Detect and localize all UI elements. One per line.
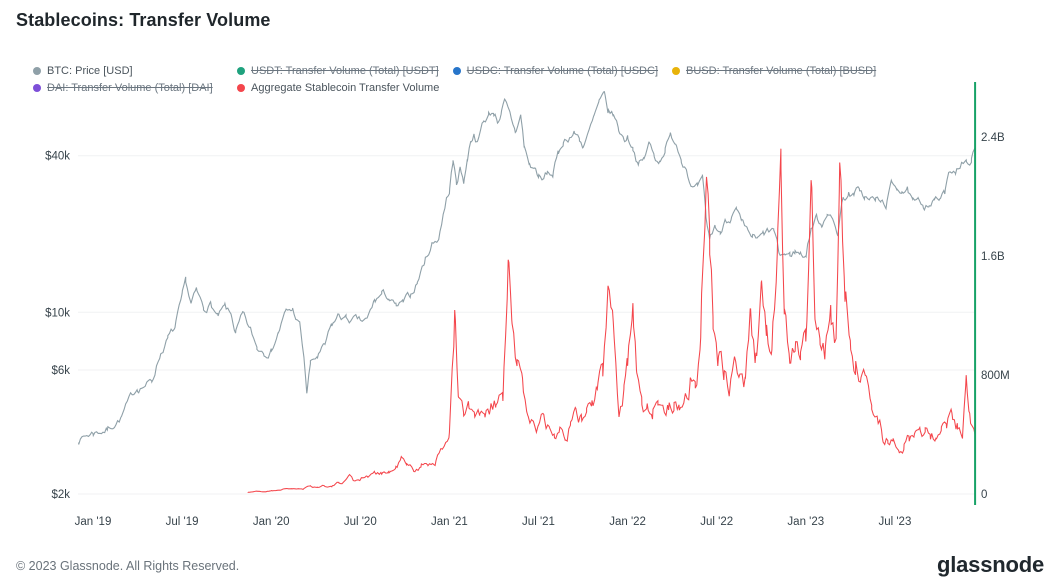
legend-dot-icon <box>452 67 461 75</box>
legend-label: USDT: Transfer Volume (Total) [USDT] <box>251 65 439 77</box>
right-axis-tick: 1.6B <box>981 251 1005 263</box>
left-axis-tick: $6k <box>51 365 70 377</box>
legend-item-3[interactable]: BUSD: Transfer Volume (Total) [BUSD] <box>672 65 876 77</box>
left-axis-tick: $40k <box>45 151 70 163</box>
legend-dot-icon <box>237 84 245 92</box>
left-axis-tick: $10k <box>45 307 70 319</box>
x-axis-tick: Jan '19 <box>75 516 112 528</box>
right-axis-tick: 0 <box>981 489 987 501</box>
left-axis-tick: $2k <box>51 489 70 501</box>
legend-dot-icon <box>33 67 41 75</box>
page-title: Stablecoins: Transfer Volume <box>16 10 271 30</box>
legend-item-2[interactable]: USDC: Transfer Volume (Total) [USDC] <box>452 65 659 77</box>
x-axis-tick: Jul '22 <box>700 516 733 528</box>
x-axis-tick: Jan '23 <box>787 516 824 528</box>
x-axis-tick: Jul '21 <box>522 516 555 528</box>
legend-item-4[interactable]: DAI: Transfer Volume (Total) [DAI] <box>33 82 223 94</box>
aggregate-volume-line <box>247 148 976 493</box>
legend-item-5[interactable]: Aggregate Stablecoin Transfer Volume <box>237 82 439 94</box>
legend: BTC: Price [USD] USDT: Transfer Volume (T… <box>33 65 1033 94</box>
legend-label: BUSD: Transfer Volume (Total) [BUSD] <box>686 65 877 77</box>
legend-item-0[interactable]: BTC: Price [USD] <box>33 65 223 77</box>
legend-label: USDC: Transfer Volume (Total) [USDC] <box>466 65 659 77</box>
x-axis-tick: Jul '23 <box>878 516 911 528</box>
legend-dot-icon <box>237 67 245 75</box>
x-axis-tick: Jan '22 <box>609 516 646 528</box>
legend-dot-icon <box>33 84 41 92</box>
right-axis-tick: 800M <box>981 370 1010 382</box>
btc-price-line <box>78 90 976 445</box>
copyright-text: © 2023 Glassnode. All Rights Reserved. <box>16 559 240 573</box>
legend-label: BTC: Price [USD] <box>47 65 133 77</box>
x-axis-tick: Jul '19 <box>166 516 199 528</box>
legend-item-1[interactable]: USDT: Transfer Volume (Total) [USDT] <box>237 65 439 77</box>
x-axis-tick: Jan '20 <box>253 516 290 528</box>
x-axis-tick: Jan '21 <box>431 516 468 528</box>
glassnode-logo: glassnode <box>936 552 1044 577</box>
legend-label: Aggregate Stablecoin Transfer Volume <box>251 82 440 94</box>
right-axis-tick: 2.4B <box>981 132 1005 144</box>
footer: © 2023 Glassnode. All Rights Reserved. g… <box>0 544 1062 586</box>
x-axis-tick: Jul '20 <box>344 516 377 528</box>
legend-dot-icon <box>672 67 681 75</box>
legend-label: DAI: Transfer Volume (Total) [DAI] <box>47 82 213 94</box>
chart-canvas[interactable]: $40k $10k $6k $2k 2.4B 1.6B 800M 0 Jan '19 Jul '1… <box>0 0 1062 544</box>
